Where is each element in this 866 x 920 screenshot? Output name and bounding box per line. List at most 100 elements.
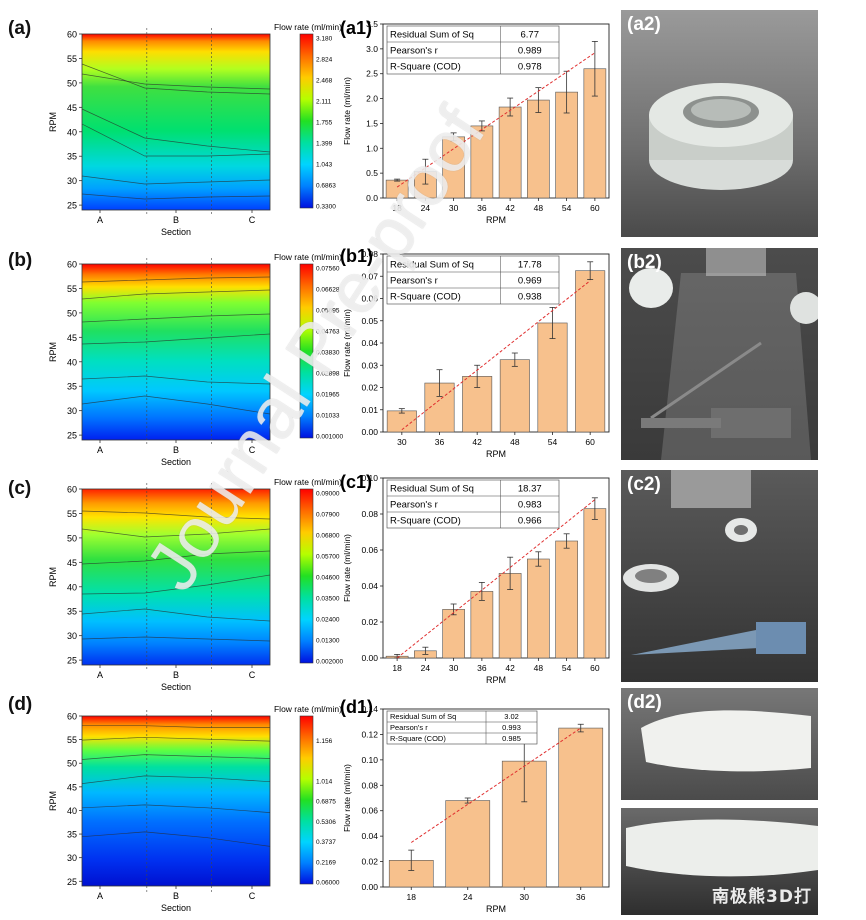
photo-label-b2: (b2) [627, 252, 662, 273]
y-tick-label: 0.08 [361, 509, 378, 519]
y-tick-label: 50 [67, 533, 77, 543]
contour-line [81, 636, 271, 642]
photo-d2-bottom: 南极熊3D打 [621, 808, 818, 915]
y-axis-label: Flow rate (ml/min) [342, 77, 352, 145]
x-tick-label: A [97, 670, 103, 680]
y-tick-label: 60 [67, 485, 77, 495]
panel-label-d: (d) [8, 694, 33, 715]
colorbar-tick-label: 0.05695 [316, 308, 340, 315]
colorbar-tick-label: 2.111 [316, 99, 332, 106]
stats-table [386, 710, 538, 745]
x-axis-label: Section [161, 903, 191, 913]
x-tick-label: 48 [534, 203, 544, 213]
contour-fill [81, 715, 271, 887]
fit-line [410, 727, 582, 843]
x-tick-label: 36 [477, 663, 487, 673]
needle-tip-image [623, 470, 806, 655]
bar [499, 359, 530, 433]
y-tick-label: 0.04 [361, 338, 378, 348]
colorbar-tick-label: 0.002000 [316, 659, 343, 666]
x-tick-label: 24 [463, 892, 473, 902]
x-tick-label: 54 [548, 437, 558, 447]
x-tick-label: C [249, 891, 256, 901]
colorbar-tick-label: 0.05700 [316, 554, 340, 561]
y-tick-label: 50 [67, 759, 77, 769]
contour-plot-b: 25 30 35 40 45 50 55 60 A B C Section RPM Flow rate (… [48, 252, 343, 467]
colorbar-title: Flow rate (ml/min) [274, 704, 342, 714]
y-tick-label: 0.06 [361, 806, 378, 816]
x-tick-label: A [97, 215, 103, 225]
bar-panel-label: (c1) [340, 472, 372, 492]
x-tick-label: 24 [421, 663, 431, 673]
x-tick-label: 60 [585, 437, 595, 447]
y-tick-label: 0.00 [361, 653, 378, 663]
y-tick-label: 45 [67, 782, 77, 792]
bar [527, 99, 550, 199]
y-tick-label: 45 [67, 333, 77, 343]
y-tick-label: 55 [67, 284, 77, 294]
colorbar-tick-label: 1.043 [316, 162, 333, 169]
y-axis-label: RPM [48, 112, 58, 132]
bar [498, 106, 522, 199]
colorbar-tick-label: 0.07560 [316, 266, 340, 273]
contour-line [81, 375, 271, 385]
x-tick-label: 18 [407, 892, 417, 902]
x-tick-label: C [249, 670, 256, 680]
x-tick-label: 36 [435, 437, 445, 447]
x-tick-label: 30 [520, 892, 530, 902]
bar [575, 270, 606, 433]
x-tick-label: B [173, 670, 179, 680]
stats-label: Residual Sum of Sq [390, 712, 456, 721]
colorbar-title: Flow rate (ml/min) [274, 477, 342, 487]
y-tick-label: 60 [67, 260, 77, 270]
colorbar-tick-label: 0.5306 [316, 819, 336, 826]
colorbar-tick-label: 0.02400 [316, 617, 340, 624]
x-axis-label: RPM [486, 904, 506, 914]
y-tick-label: 0.02 [361, 383, 378, 393]
colorbar-tick-label: 0.01033 [316, 413, 340, 420]
colorbar-tick-label: 1.755 [316, 120, 333, 127]
colorbar-tick-label: 2.468 [316, 78, 333, 85]
extruded-filament-side-image [626, 819, 818, 877]
bar [558, 727, 604, 888]
x-tick-label: 36 [477, 203, 487, 213]
x-tick-label: 36 [576, 892, 586, 902]
photo-d2: (d2) [621, 688, 818, 800]
x-axis-label: RPM [486, 215, 506, 225]
contour-line [81, 528, 271, 538]
x-tick-label: B [173, 445, 179, 455]
contour-line [81, 73, 271, 90]
x-tick-label: 30 [449, 203, 459, 213]
x-axis-label: RPM [486, 675, 506, 685]
y-tick-label: 0.00 [361, 882, 378, 892]
colorbar-title: Flow rate (ml/min) [274, 252, 342, 262]
bar [385, 179, 409, 199]
x-tick-label: 24 [421, 203, 431, 213]
colorbar-tick-label: 0.02898 [316, 371, 340, 378]
bar [470, 125, 494, 199]
x-tick-label: 42 [472, 437, 482, 447]
colorbar [299, 263, 314, 439]
bar-chart-c1: 0.00 0.02 0.04 0.06 0.08 0.10 18 24 30 36 42 48 54 60… [340, 472, 610, 685]
y-tick-label: 0.03 [361, 360, 378, 370]
x-axis-label: Section [161, 457, 191, 467]
photo-label-c2: (c2) [627, 474, 661, 495]
colorbar-tick-label: 0.01965 [316, 392, 340, 399]
contour-line [81, 333, 271, 345]
contour-line [81, 831, 271, 847]
y-tick-label: 1.0 [366, 143, 378, 153]
contour-line [82, 725, 270, 728]
y-tick-label: 3.0 [366, 44, 378, 54]
x-axis-label: Section [161, 682, 191, 692]
colorbar-tick-label: 0.07900 [316, 512, 340, 519]
x-tick-label: 30 [449, 663, 459, 673]
fit-line [396, 499, 596, 659]
x-tick-label: 42 [505, 663, 515, 673]
y-tick-label: 55 [67, 735, 77, 745]
x-tick-label: C [249, 445, 256, 455]
y-tick-label: 3.5 [366, 19, 378, 29]
photo-c2: (c2) [621, 470, 818, 682]
y-tick-label: 25 [67, 877, 77, 887]
y-tick-label: 25 [67, 656, 77, 666]
y-tick-label: 0.14 [361, 704, 378, 714]
